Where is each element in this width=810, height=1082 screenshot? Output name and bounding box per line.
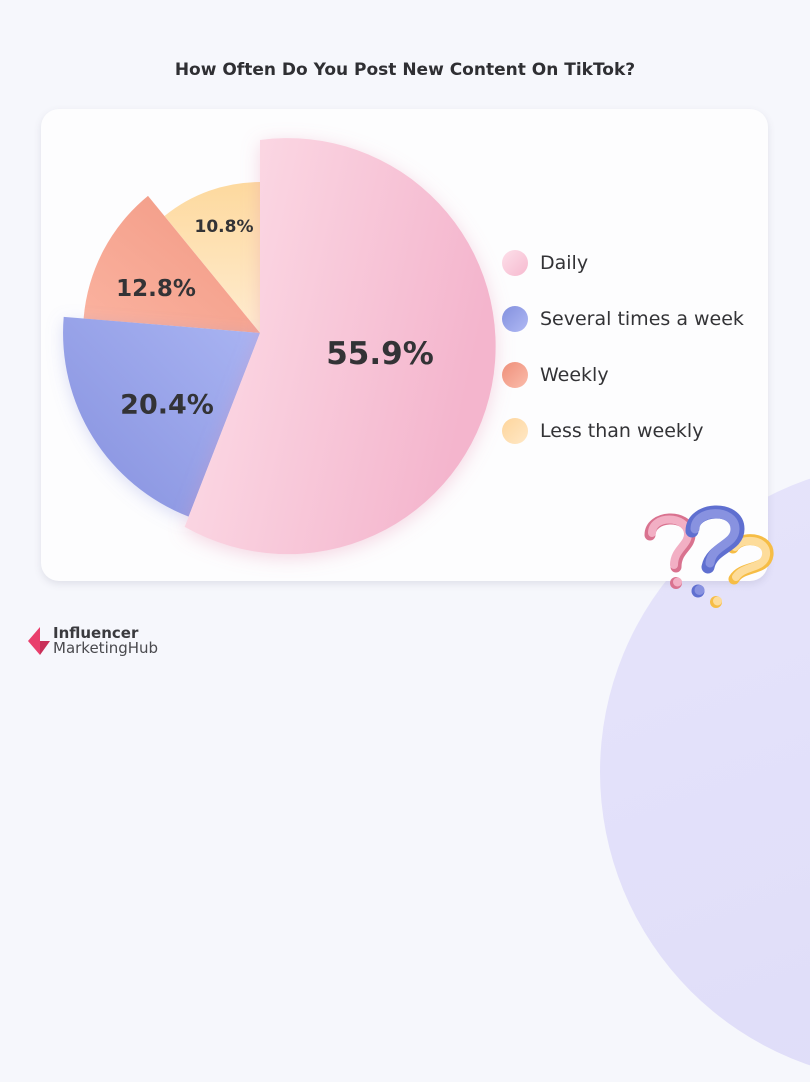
legend-swatch-daily xyxy=(502,250,528,276)
legend-item-several-times-a-week[interactable]: Several times a week xyxy=(502,304,744,334)
legend-swatch-less xyxy=(502,418,528,444)
legend-label: Daily xyxy=(540,252,589,274)
logo-text-influencer: Influencer xyxy=(53,624,139,642)
legend-item-less-than-weekly[interactable]: Less than weekly xyxy=(502,416,744,446)
slice-label-daily: 55.9% xyxy=(326,336,434,372)
chart-legend: Daily Several times a week Weekly Less t… xyxy=(502,248,744,472)
influencer-marketing-hub-logo[interactable]: Influencer MarketingHub xyxy=(28,626,158,656)
slice-label-several: 20.4% xyxy=(120,389,214,421)
legend-label: Weekly xyxy=(540,364,609,386)
logo-text-marketinghub: MarketingHub xyxy=(53,639,159,657)
slice-label-less: 10.8% xyxy=(194,217,254,237)
slice-less-than-weekly[interactable] xyxy=(164,182,261,333)
slice-several-times-a-week[interactable] xyxy=(63,316,261,517)
yellow-question-mark-icon xyxy=(710,534,774,608)
legend-swatch-several xyxy=(502,306,528,332)
slice-weekly[interactable] xyxy=(83,195,260,333)
slice-label-weekly: 12.8% xyxy=(116,276,196,302)
logo-diamond-icon xyxy=(28,627,50,655)
legend-item-weekly[interactable]: Weekly xyxy=(502,360,744,390)
legend-item-daily[interactable]: Daily xyxy=(502,248,744,278)
blue-question-mark-icon xyxy=(685,505,745,598)
pie-chart xyxy=(63,138,496,555)
chart-title: How Often Do You Post New Content On Tik… xyxy=(174,60,636,80)
legend-swatch-weekly xyxy=(502,362,528,388)
slice-daily[interactable] xyxy=(184,138,496,555)
pink-question-mark-icon xyxy=(644,513,696,589)
question-marks-icon xyxy=(644,505,774,608)
legend-label: Less than weekly xyxy=(540,420,704,442)
legend-label: Several times a week xyxy=(540,308,744,330)
